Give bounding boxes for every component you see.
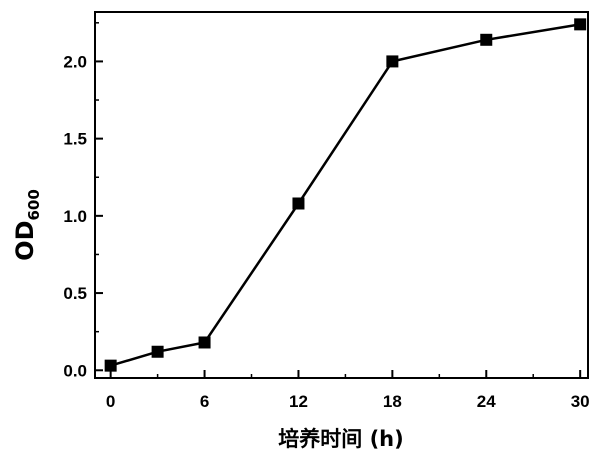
x-tick-label: 30 [571, 392, 590, 411]
series-line [110, 23, 581, 367]
x-axis-ticks: 0 6 12 18 24 30 [106, 370, 590, 411]
data-point [198, 336, 211, 349]
data-point [574, 18, 587, 31]
x-tick-label: 6 [200, 392, 209, 411]
y-axis-title-subscript: 600 [25, 189, 43, 220]
y-axis-title: OD600 [11, 189, 43, 261]
y-tick-label: 0.0 [63, 361, 87, 380]
y-axis-title-main: OD [11, 220, 39, 260]
x-axis-title: 培养时间 (h) [278, 427, 403, 451]
x-tick-label: 24 [477, 392, 496, 411]
y-tick-label: 2.0 [63, 52, 87, 71]
y-axis-ticks: 0.0 0.5 1.0 1.5 2.0 [63, 22, 103, 380]
x-tick-label: 12 [289, 392, 308, 411]
series-layer [104, 18, 587, 372]
x-tick-label: 0 [106, 392, 115, 411]
data-point [386, 55, 399, 68]
data-point [104, 359, 117, 372]
y-tick-label: 1.0 [63, 207, 87, 226]
plot-frame [94, 11, 589, 379]
data-point [292, 197, 305, 210]
x-tick-label: 18 [383, 392, 402, 411]
data-point [480, 33, 493, 46]
data-point [151, 345, 164, 358]
y-tick-label: 0.5 [63, 284, 87, 303]
y-tick-label: 1.5 [63, 130, 87, 149]
